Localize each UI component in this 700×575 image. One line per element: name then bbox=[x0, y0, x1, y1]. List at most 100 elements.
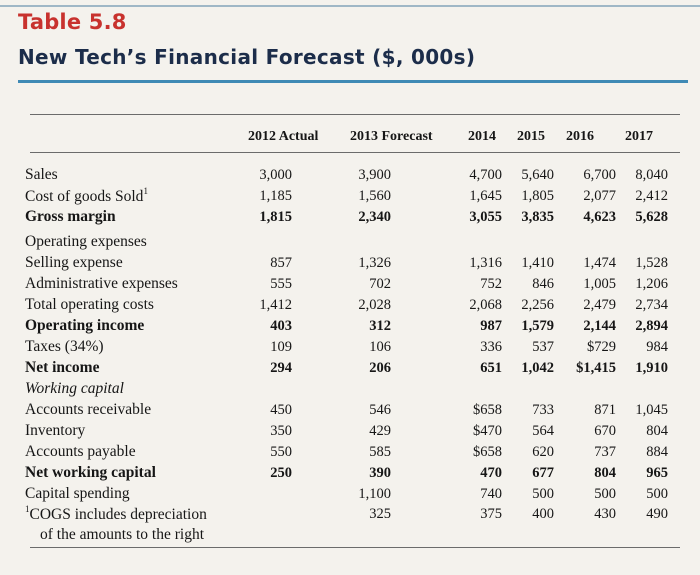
table-cell: 500 bbox=[594, 486, 616, 502]
table-cell: 1,645 bbox=[469, 188, 502, 204]
table-cell: 1,412 bbox=[259, 297, 292, 313]
table-cell: 884 bbox=[646, 444, 668, 460]
table-cell: 350 bbox=[270, 423, 292, 439]
table-cell: 6,700 bbox=[583, 167, 616, 183]
table-cell: 804 bbox=[594, 465, 616, 481]
table-cell: 1,045 bbox=[635, 402, 668, 418]
table-cell: 1,474 bbox=[583, 255, 616, 271]
table-title: New Tech’s Financial Forecast ($, 000s) bbox=[18, 45, 476, 69]
table-cell: 106 bbox=[369, 339, 391, 355]
row-label-text: Sales bbox=[25, 166, 58, 183]
table-cell: 752 bbox=[480, 276, 502, 292]
column-header-forecast-2013: 2013 Forecast bbox=[350, 129, 433, 144]
footnote-marker: 1 bbox=[143, 186, 148, 196]
table-cell: 1,185 bbox=[259, 188, 292, 204]
table-cell: 702 bbox=[369, 276, 391, 292]
table-cell: 733 bbox=[532, 402, 554, 418]
table-cell: 550 bbox=[270, 444, 292, 460]
table-cell: 470 bbox=[480, 465, 502, 481]
row-label-text: Operating expenses bbox=[25, 233, 147, 250]
table-cell: 3,055 bbox=[469, 209, 502, 225]
table-cell: 737 bbox=[594, 444, 616, 460]
table-bottom-rule bbox=[30, 547, 680, 548]
table-cell: 2,144 bbox=[583, 318, 616, 334]
row-label: Net income bbox=[25, 360, 99, 376]
table-cell: 846 bbox=[532, 276, 554, 292]
row-label-text: Net working capital bbox=[25, 464, 156, 481]
table-cell: 312 bbox=[369, 318, 391, 334]
row-label: Operating expenses bbox=[25, 234, 147, 250]
table-cell: 670 bbox=[594, 423, 616, 439]
table-cell: 403 bbox=[270, 318, 292, 334]
row-label-text: Operating income bbox=[25, 317, 145, 334]
table-cell: 546 bbox=[369, 402, 391, 418]
table-cell: 537 bbox=[532, 339, 554, 355]
row-label: Total operating costs bbox=[25, 297, 154, 313]
footnote-marker: 1 bbox=[25, 504, 30, 514]
table-cell: 3,000 bbox=[259, 167, 292, 183]
row-label-text: Net income bbox=[25, 359, 100, 376]
table-cell: 109 bbox=[270, 339, 292, 355]
column-header-2017: 2017 bbox=[625, 129, 653, 144]
table-cell: 430 bbox=[594, 506, 616, 522]
row-label: Administrative expenses bbox=[25, 276, 178, 292]
table-cell: 740 bbox=[480, 486, 502, 502]
table-cell: 4,623 bbox=[583, 209, 616, 225]
table-cell: 4,700 bbox=[469, 167, 502, 183]
table-cell: 400 bbox=[532, 506, 554, 522]
row-label-text: Cost of goods Sold bbox=[25, 188, 144, 206]
table-cell: 585 bbox=[369, 444, 391, 460]
table-cell: 987 bbox=[480, 318, 502, 334]
table-cell: 294 bbox=[270, 360, 292, 376]
row-label: Taxes (34%) bbox=[25, 339, 104, 355]
table-cell: 1,410 bbox=[521, 255, 554, 271]
row-label-text: Taxes (34%) bbox=[25, 338, 104, 355]
table-cell: 250 bbox=[270, 465, 292, 481]
row-label: Net working capital bbox=[25, 465, 156, 481]
row-label: Accounts receivable bbox=[25, 402, 151, 418]
row-label-text: Gross margin bbox=[25, 208, 116, 225]
table-cell: 804 bbox=[646, 423, 668, 439]
table-cell: 2,068 bbox=[469, 297, 502, 313]
row-label: Capital spending bbox=[25, 486, 130, 502]
table-cell: 325 bbox=[369, 506, 391, 522]
title-divider bbox=[18, 80, 688, 83]
table-cell: 2,734 bbox=[635, 297, 668, 313]
column-header-actual-2012: 2012 Actual bbox=[248, 129, 319, 144]
table-cell: 651 bbox=[480, 360, 502, 376]
table-cell: 429 bbox=[369, 423, 391, 439]
table-cell: 857 bbox=[270, 255, 292, 271]
header-top-rule bbox=[30, 114, 680, 115]
table-cell: 564 bbox=[532, 423, 554, 439]
row-label-text: Total operating costs bbox=[25, 296, 154, 313]
table-cell: $729 bbox=[587, 339, 616, 355]
row-label-text: Working capital bbox=[25, 380, 124, 397]
column-header-2014: 2014 bbox=[468, 129, 496, 144]
row-label: of the amounts to the right bbox=[40, 527, 204, 543]
table-cell: 500 bbox=[646, 486, 668, 502]
table-cell: 2,412 bbox=[635, 188, 668, 204]
row-label-text: Accounts receivable bbox=[25, 401, 152, 418]
table-cell: 965 bbox=[646, 465, 668, 481]
table-cell: 500 bbox=[532, 486, 554, 502]
table-cell: 490 bbox=[646, 506, 668, 522]
table-cell: 984 bbox=[646, 339, 668, 355]
table-cell: 1,100 bbox=[358, 486, 391, 502]
table-cell: 3,900 bbox=[358, 167, 391, 183]
table-cell: $1,415 bbox=[576, 360, 616, 376]
table-cell: 1,316 bbox=[469, 255, 502, 271]
table-cell: 450 bbox=[270, 402, 292, 418]
row-label-text: Administrative expenses bbox=[25, 275, 178, 292]
table-cell: 1,326 bbox=[358, 255, 391, 271]
row-label: Gross margin bbox=[25, 209, 116, 225]
row-label-text: Inventory bbox=[25, 422, 86, 439]
row-label-text: Capital spending bbox=[25, 485, 130, 502]
column-header-2015: 2015 bbox=[517, 129, 545, 144]
table-cell: 620 bbox=[532, 444, 554, 460]
row-label: Working capital bbox=[25, 381, 124, 397]
table-cell: 390 bbox=[369, 465, 391, 481]
header-bottom-rule bbox=[30, 152, 680, 153]
table-cell: $658 bbox=[473, 402, 502, 418]
table-cell: 2,479 bbox=[583, 297, 616, 313]
table-cell: 555 bbox=[270, 276, 292, 292]
